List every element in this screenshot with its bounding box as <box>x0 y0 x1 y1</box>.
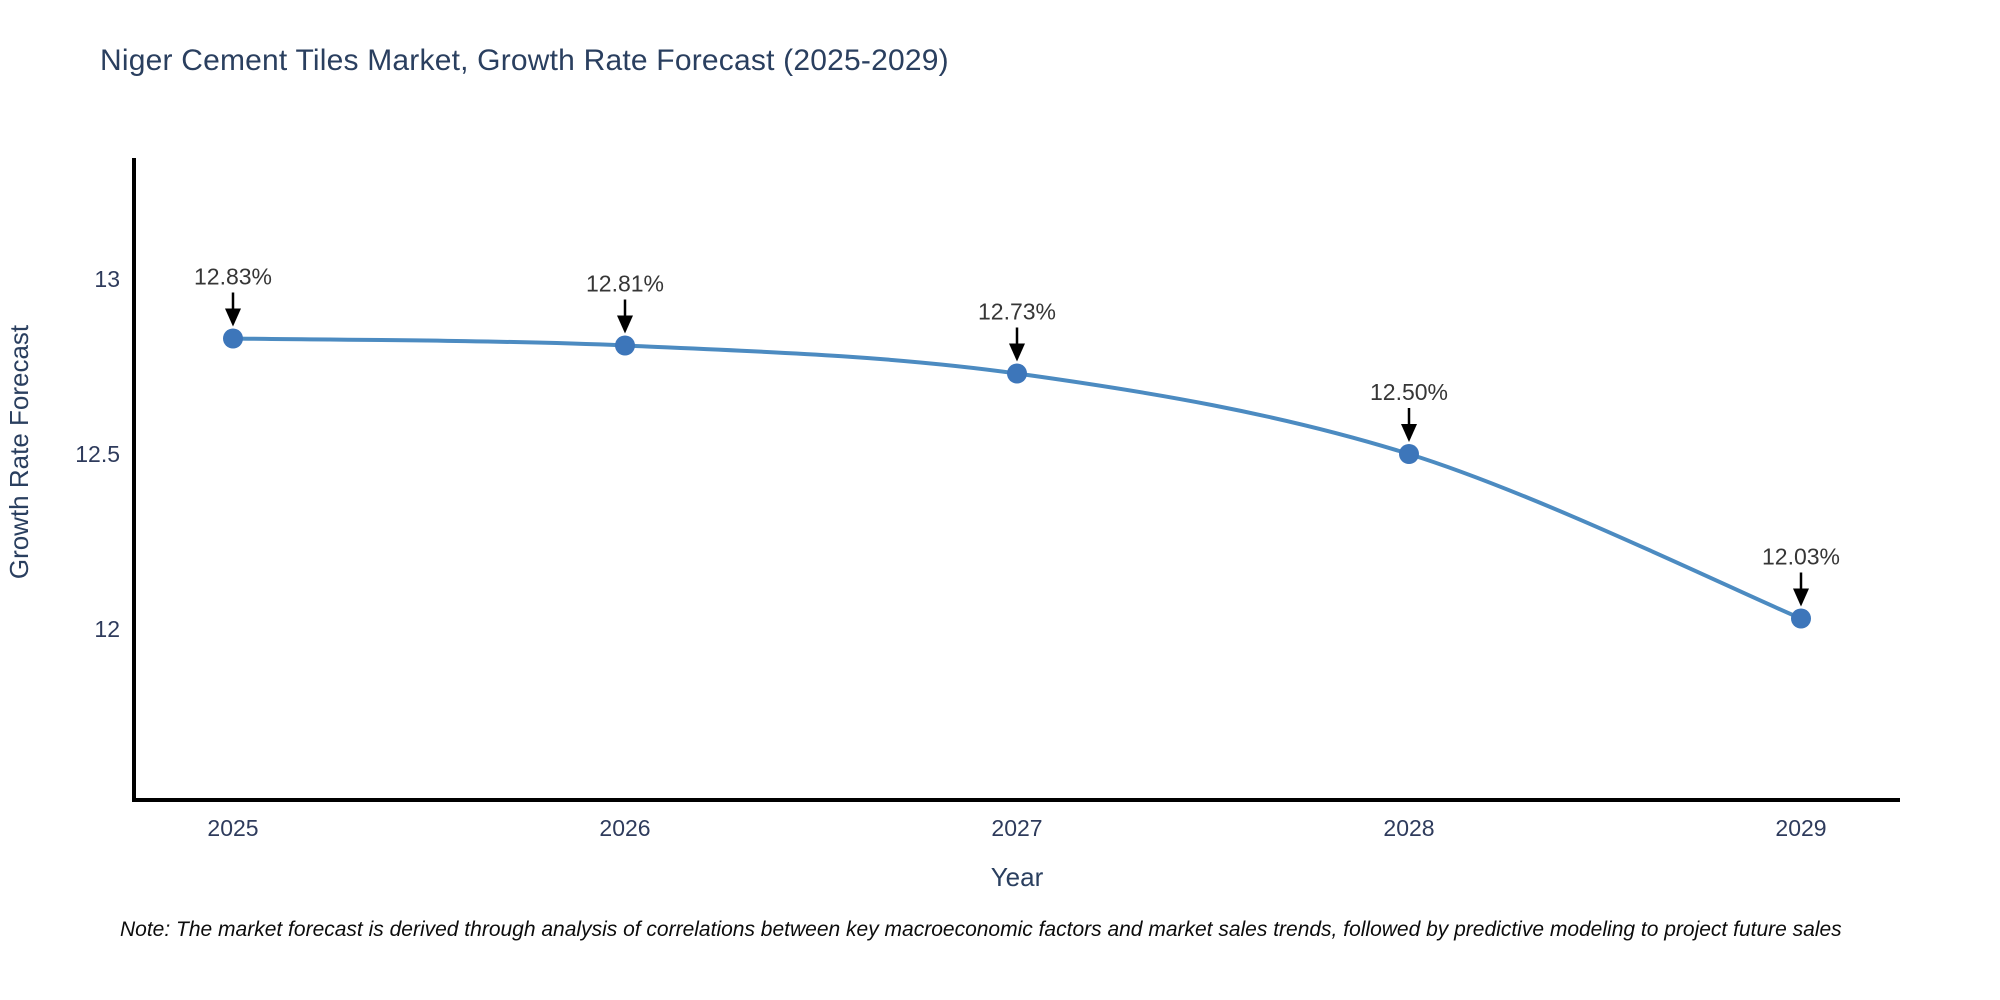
y-axis-title: Growth Rate Forecast <box>4 324 34 579</box>
chart-footnote: Note: The market forecast is derived thr… <box>120 918 1842 941</box>
data-point-marker <box>1791 608 1811 629</box>
annotation-arrowhead <box>225 308 241 327</box>
chart-title: Niger Cement Tiles Market, Growth Rate F… <box>100 44 949 77</box>
y-tick-label: 12 <box>94 616 120 642</box>
data-point-marker <box>1007 363 1027 384</box>
point-annotation-label: 12.03% <box>1762 544 1840 570</box>
y-tick-label: 12.5 <box>75 441 120 467</box>
point-annotation-label: 12.50% <box>1370 379 1448 405</box>
data-point-marker <box>1399 444 1419 464</box>
x-tick-label: 2027 <box>991 815 1042 841</box>
point-annotation-label: 12.83% <box>194 264 272 290</box>
annotation-arrowhead <box>1009 343 1025 362</box>
x-axis-title: Year <box>991 862 1044 892</box>
x-tick-label: 2025 <box>207 815 258 841</box>
y-tick-label: 13 <box>94 266 120 292</box>
point-annotation-label: 12.73% <box>978 299 1056 325</box>
x-tick-label: 2026 <box>599 815 650 841</box>
x-tick-label: 2028 <box>1383 815 1434 841</box>
data-point-marker <box>615 335 635 356</box>
annotation-arrowhead <box>1401 424 1417 442</box>
data-point-marker <box>223 328 243 349</box>
annotation-arrowhead <box>617 315 633 334</box>
x-tick-label: 2029 <box>1775 815 1826 841</box>
annotation-arrowhead <box>1793 588 1809 607</box>
point-annotation-label: 12.81% <box>586 271 664 297</box>
